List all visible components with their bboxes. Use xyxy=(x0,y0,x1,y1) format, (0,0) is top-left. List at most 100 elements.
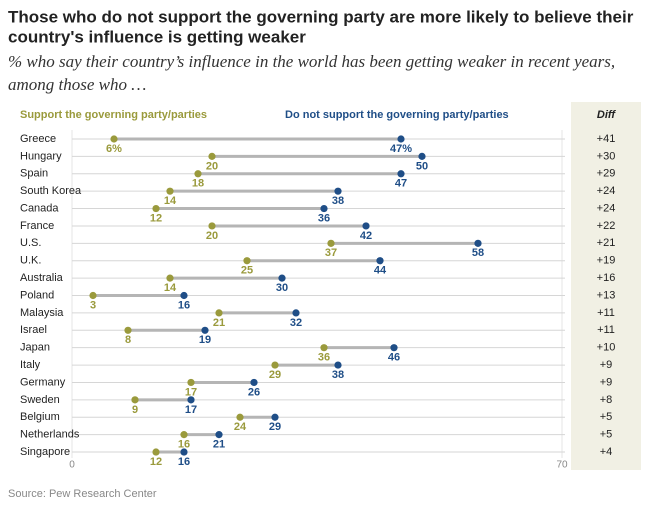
value-label: 21 xyxy=(213,317,225,329)
category-label: France xyxy=(20,220,54,232)
diff-label: +10 xyxy=(597,342,616,354)
category-label: Belgium xyxy=(20,411,60,423)
category-label: Spain xyxy=(20,168,48,180)
diff-label: +19 xyxy=(597,255,616,267)
diff-label: +11 xyxy=(597,324,615,336)
value-label: 14 xyxy=(164,195,177,207)
diff-label: +13 xyxy=(597,289,616,301)
diff-label: +22 xyxy=(597,220,616,232)
dot xyxy=(334,361,342,369)
value-label: 14 xyxy=(164,282,177,294)
value-label: 9 xyxy=(132,404,138,416)
value-label: 36 xyxy=(318,212,330,224)
diff-label: +5 xyxy=(600,411,613,423)
dot xyxy=(271,413,279,421)
dot xyxy=(215,431,223,439)
dot xyxy=(110,135,118,143)
source: Source: Pew Research Center xyxy=(8,488,157,500)
dot xyxy=(152,448,160,456)
dot xyxy=(208,222,216,230)
dot xyxy=(271,361,279,369)
value-label: 20 xyxy=(206,230,218,242)
dot xyxy=(201,326,209,334)
dot xyxy=(215,309,223,317)
chart-title: Those who do not support the governing p… xyxy=(8,7,634,26)
category-label: Italy xyxy=(20,359,41,371)
dot xyxy=(397,135,405,143)
diff-label: +41 xyxy=(597,133,616,145)
value-label: 26 xyxy=(248,386,260,398)
value-label: 16 xyxy=(178,456,190,468)
dot xyxy=(390,344,398,352)
category-label: Netherlands xyxy=(20,429,80,441)
dot xyxy=(362,222,370,230)
dot xyxy=(334,187,342,195)
value-label: 47% xyxy=(390,143,412,155)
category-label: Singapore xyxy=(20,446,70,458)
value-label: 32 xyxy=(290,317,302,329)
chart-title: country's influence is getting weaker xyxy=(8,27,306,46)
diff-label: +30 xyxy=(597,150,616,162)
value-label: 18 xyxy=(192,178,204,190)
value-label: 12 xyxy=(150,212,162,224)
dot xyxy=(320,344,328,352)
legend-label: Support the governing party/parties xyxy=(20,109,207,121)
dot xyxy=(180,448,188,456)
category-label: U.S. xyxy=(20,237,41,249)
value-label: 17 xyxy=(185,404,197,416)
diff-label: +4 xyxy=(600,446,613,458)
value-label: 38 xyxy=(332,195,344,207)
value-label: 16 xyxy=(178,299,190,311)
diff-label: +8 xyxy=(600,394,613,406)
dot xyxy=(166,274,174,282)
value-label: 36 xyxy=(318,352,330,364)
x-tick-label: 70 xyxy=(556,460,568,471)
dot xyxy=(152,204,160,213)
category-label: Israel xyxy=(20,324,47,336)
value-label: 37 xyxy=(325,247,337,259)
value-label: 47 xyxy=(395,178,407,190)
value-label: 29 xyxy=(269,421,281,433)
dot xyxy=(236,413,244,421)
diff-label: +5 xyxy=(600,429,613,441)
dot xyxy=(208,152,216,160)
dot xyxy=(292,309,300,317)
value-label: 19 xyxy=(199,334,211,346)
value-label: 21 xyxy=(213,439,225,451)
dot xyxy=(320,204,328,213)
value-label: 44 xyxy=(374,265,387,277)
diff-label: +24 xyxy=(597,202,616,214)
category-label: Poland xyxy=(20,289,54,301)
category-label: Malaysia xyxy=(20,307,64,319)
dot xyxy=(243,257,251,265)
chart-subtitle: among those who … xyxy=(8,75,146,94)
value-label: 25 xyxy=(241,265,253,277)
value-label: 42 xyxy=(360,230,372,242)
category-label: U.K. xyxy=(20,255,41,267)
value-label: 58 xyxy=(472,247,484,259)
dot xyxy=(166,187,174,195)
diff-label: +11 xyxy=(597,307,615,319)
diff-label: +29 xyxy=(597,168,616,180)
dot xyxy=(418,152,426,160)
value-label: 29 xyxy=(269,369,281,381)
category-label: Canada xyxy=(20,202,59,214)
x-tick-label: 0 xyxy=(69,460,75,471)
category-label: Germany xyxy=(20,376,66,388)
dot xyxy=(124,326,132,334)
diff-label: +24 xyxy=(597,185,616,197)
diff-label: +9 xyxy=(600,359,613,371)
value-label: 50 xyxy=(416,160,428,172)
dot xyxy=(474,239,482,247)
category-label: Australia xyxy=(20,272,64,284)
dot xyxy=(327,239,335,247)
value-label: 8 xyxy=(125,334,131,346)
value-label: 3 xyxy=(90,299,96,311)
category-label: Hungary xyxy=(20,150,62,162)
dot xyxy=(376,257,384,265)
dot xyxy=(194,170,202,178)
chart-subtitle: % who say their country’s influence in t… xyxy=(8,52,615,71)
dot xyxy=(187,378,195,387)
dot xyxy=(250,378,258,387)
